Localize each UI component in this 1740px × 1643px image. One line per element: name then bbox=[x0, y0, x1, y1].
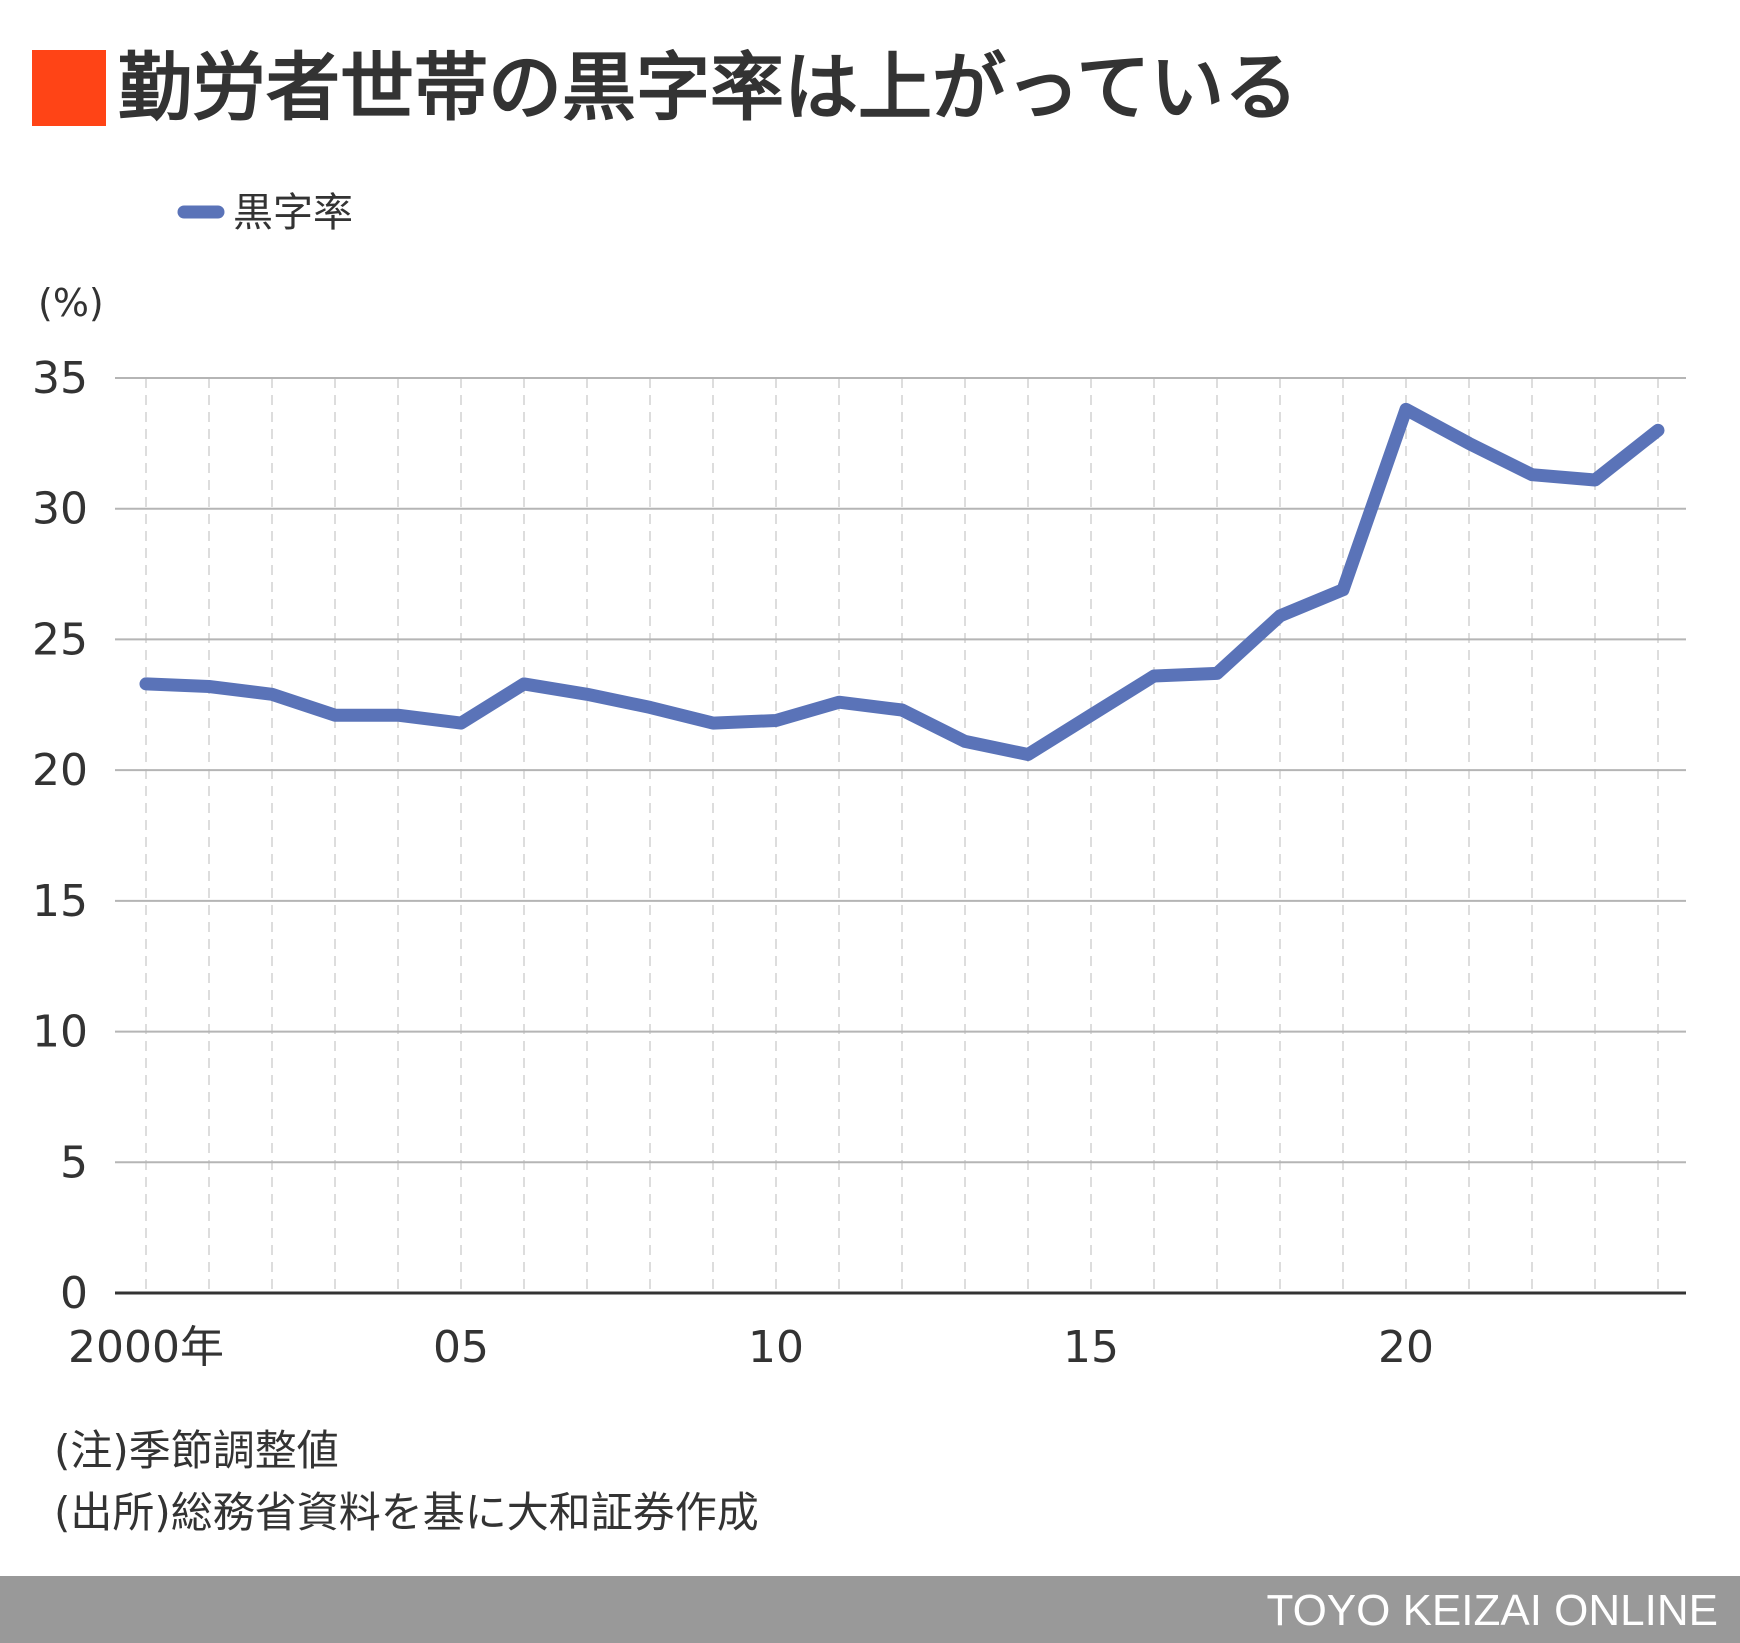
footer-brand: TOYO KEIZAI ONLINE bbox=[1266, 1586, 1718, 1635]
legend-label: 黒字率 bbox=[233, 190, 353, 236]
note-seasonal-adjustment: (注)季節調整値 bbox=[54, 1426, 339, 1475]
x-axis-labels: 2000年 05 10 15 20 bbox=[68, 1322, 1434, 1373]
title-marker bbox=[32, 50, 106, 126]
y-unit-label: (%) bbox=[38, 281, 104, 325]
horizontal-grid bbox=[115, 377, 1686, 1164]
x-tick-label: 15 bbox=[1063, 1322, 1119, 1373]
y-axis-labels: 0 5 10 15 20 25 30 35 bbox=[32, 353, 88, 1319]
y-tick-label: 35 bbox=[32, 353, 88, 404]
y-tick-label: 10 bbox=[32, 1007, 88, 1058]
x-tick-label: 10 bbox=[748, 1322, 804, 1373]
series-group bbox=[139, 402, 1665, 761]
vertical-grid bbox=[145, 378, 1659, 1293]
legend: 黒字率 bbox=[177, 190, 353, 236]
x-tick-label: 2000年 bbox=[68, 1322, 224, 1373]
y-tick-label: 20 bbox=[32, 745, 88, 796]
series-line bbox=[139, 402, 1665, 761]
y-tick-label: 25 bbox=[32, 614, 88, 665]
y-tick-label: 5 bbox=[60, 1137, 88, 1188]
chart-title: 勤労者世帯の黒字率は上がっている bbox=[118, 45, 1299, 131]
footer-bar: TOYO KEIZAI ONLINE bbox=[0, 1576, 1740, 1643]
x-tick-label: 20 bbox=[1378, 1322, 1434, 1373]
note-source: (出所)総務省資料を基に大和証券作成 bbox=[54, 1488, 759, 1537]
y-tick-label: 30 bbox=[32, 484, 88, 535]
x-tick-label: 05 bbox=[433, 1322, 489, 1373]
y-tick-label: 15 bbox=[32, 876, 88, 927]
y-tick-label: 0 bbox=[60, 1268, 88, 1319]
